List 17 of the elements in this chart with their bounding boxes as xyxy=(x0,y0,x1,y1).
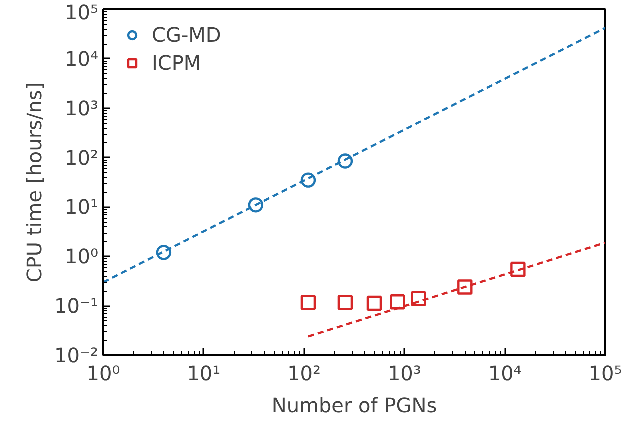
x-tick-label: 10⁴ xyxy=(488,362,522,386)
y-tick-label: 10⁴ xyxy=(65,46,98,71)
y-tick-label: 10³ xyxy=(65,96,98,120)
y-tick-label: 10² xyxy=(65,146,98,170)
x-tick-label: 10³ xyxy=(388,362,422,386)
x-tick-label: 10² xyxy=(288,362,322,386)
legend-label: CG-MD xyxy=(152,23,222,47)
x-tick-label: 10⁵ xyxy=(588,362,622,386)
y-tick-label: 10⁰ xyxy=(65,244,98,269)
y-tick-label: 10⁵ xyxy=(65,0,98,24)
x-axis-title: Number of PGNs xyxy=(272,394,438,418)
y-tick-label: 10¹ xyxy=(65,195,98,220)
x-tick-label: 10⁰ xyxy=(86,362,120,386)
legend-label: ICPM xyxy=(152,51,202,75)
y-tick-label: 10⁻¹ xyxy=(54,294,99,318)
x-tick-label: 10¹ xyxy=(187,362,221,386)
y-axis-title: CPU time [hours/ns] xyxy=(22,82,46,283)
